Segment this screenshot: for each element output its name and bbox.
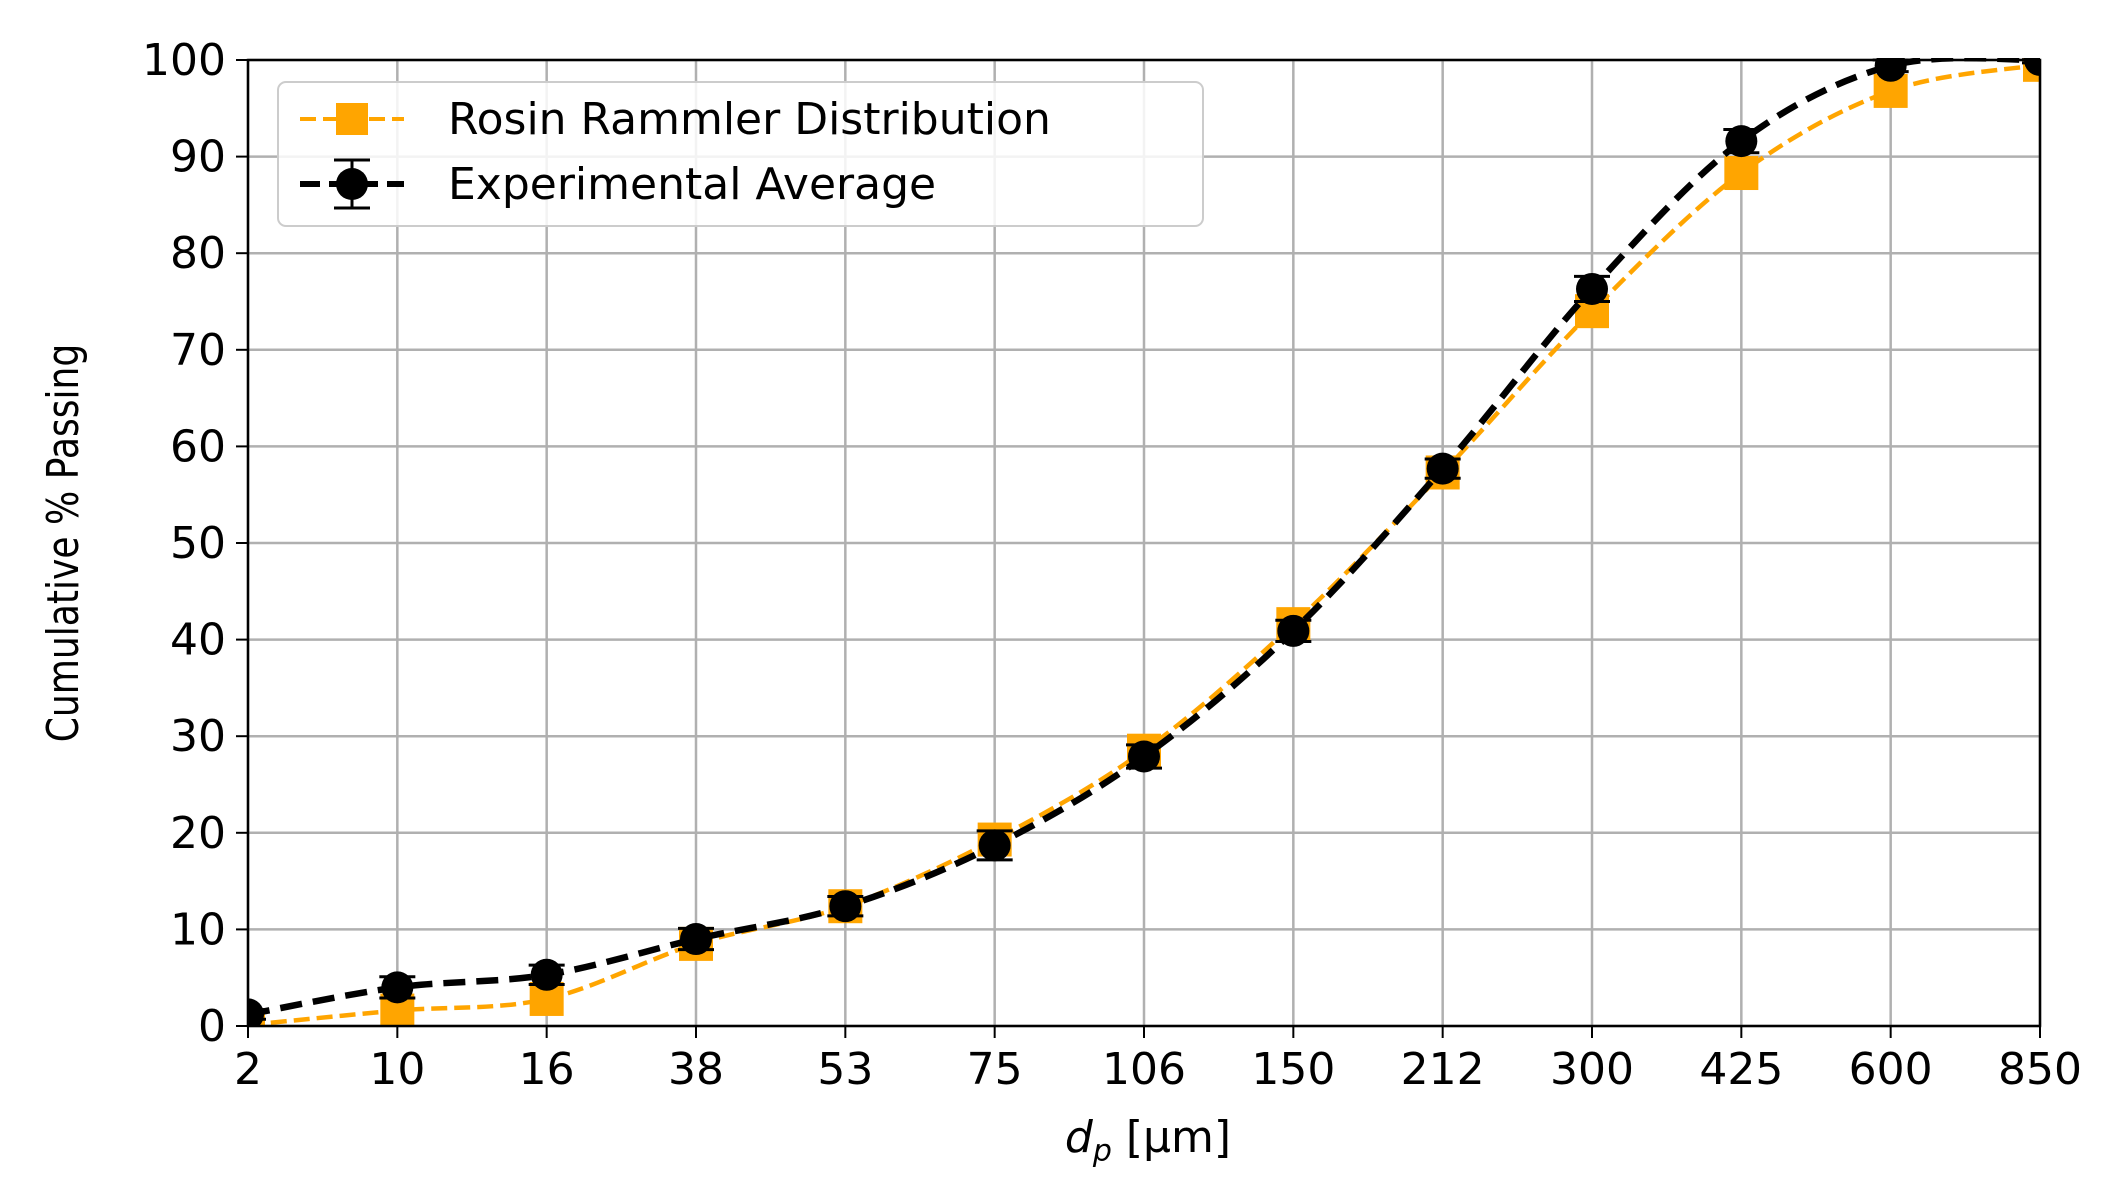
x-tick-label: 106 bbox=[1102, 1044, 1186, 1095]
legend-marker-circle bbox=[336, 168, 368, 200]
y-tick-label: 60 bbox=[170, 421, 226, 472]
experimental-average-marker bbox=[1576, 272, 1608, 305]
experimental-average-marker bbox=[1277, 614, 1310, 647]
experimental-average-marker bbox=[829, 890, 862, 923]
experimental-average-marker bbox=[2024, 58, 2040, 76]
x-tick-label: 212 bbox=[1401, 1044, 1485, 1095]
x-tick-label: 10 bbox=[369, 1044, 425, 1095]
x-tick-label: 425 bbox=[1699, 1044, 1783, 1095]
experimental-average-marker bbox=[1426, 452, 1459, 485]
y-axis-label: Cumulative % Passing bbox=[39, 344, 89, 743]
x-axis-label-base: d bbox=[1065, 1112, 1094, 1163]
legend-box bbox=[277, 81, 1204, 227]
legend-label-rosin-rammler: Rosin Rammler Distribution bbox=[448, 94, 1051, 145]
y-tick-label: 0 bbox=[198, 1001, 226, 1052]
legend: Rosin Rammler Distribution Experimental … bbox=[277, 81, 1204, 227]
legend-label-experimental-average: Experimental Average bbox=[448, 159, 936, 210]
y-tick-label: 100 bbox=[142, 35, 226, 86]
y-tick-label: 90 bbox=[170, 132, 226, 183]
series-layer bbox=[248, 58, 2040, 1026]
y-tick-label: 20 bbox=[170, 808, 226, 859]
experimental-average-marker bbox=[1874, 58, 1907, 82]
x-tick-label: 53 bbox=[817, 1044, 873, 1095]
x-axis-label: dp [μm] bbox=[1065, 1112, 1231, 1169]
y-tick-label: 40 bbox=[170, 615, 226, 666]
x-tick-label: 850 bbox=[1998, 1044, 2082, 1095]
y-tick-label: 10 bbox=[170, 904, 226, 955]
experimental-average-marker bbox=[381, 971, 414, 1004]
experimental-average-marker bbox=[680, 923, 712, 956]
x-tick-label: 16 bbox=[519, 1044, 575, 1095]
x-tick-label: 38 bbox=[668, 1044, 724, 1095]
legend-item-experimental-average: Experimental Average bbox=[300, 158, 936, 210]
x-axis-label-subscript: p bbox=[1092, 1134, 1112, 1169]
legend-item-rosin-rammler: Rosin Rammler Distribution bbox=[300, 94, 1051, 145]
y-tick-label: 80 bbox=[170, 228, 226, 279]
x-tick-label: 75 bbox=[967, 1044, 1023, 1095]
experimental-average-marker bbox=[248, 998, 264, 1026]
experimental-average-marker bbox=[530, 958, 563, 991]
experimental-average-marker bbox=[1128, 740, 1160, 773]
axis-ticks: 2 10 16 38 53 75 106 150 212 300 425 600 850 0 10 20 30 4… bbox=[142, 35, 2082, 1095]
x-tick-label: 150 bbox=[1251, 1044, 1335, 1095]
x-tick-label: 600 bbox=[1849, 1044, 1933, 1095]
x-axis-label-unit: [μm] bbox=[1112, 1112, 1231, 1163]
y-tick-label: 70 bbox=[170, 325, 226, 376]
x-tick-label: 300 bbox=[1550, 1044, 1634, 1095]
y-tick-label: 30 bbox=[170, 711, 226, 762]
y-tick-label: 50 bbox=[170, 518, 226, 569]
legend-marker-square bbox=[336, 103, 368, 135]
x-tick-label: 2 bbox=[234, 1044, 262, 1095]
experimental-average-marker bbox=[978, 829, 1011, 862]
rosin-rammler-marker bbox=[1724, 156, 1759, 191]
experimental-average-marker bbox=[1725, 125, 1758, 158]
